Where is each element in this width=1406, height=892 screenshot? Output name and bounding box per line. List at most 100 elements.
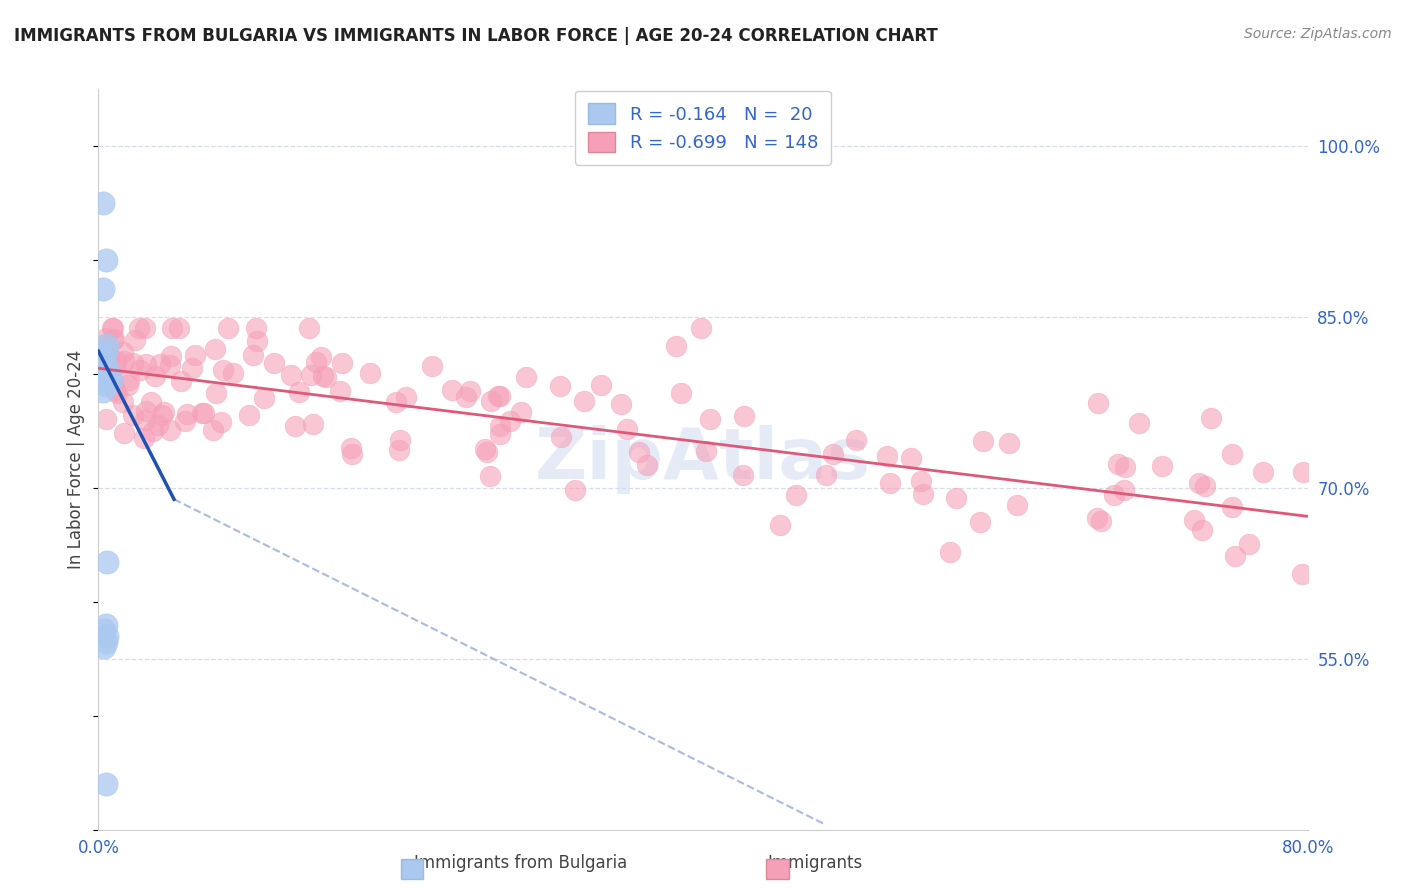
Point [509, 405, 531, 419]
Point [733, 409, 755, 423]
Point [1104, 488, 1126, 502]
Point [122, 356, 145, 370]
Point [100, 321, 122, 335]
Point [103, 332, 125, 346]
Point [301, 368, 323, 382]
Point [486, 389, 509, 403]
Point [1114, 459, 1136, 474]
Point [420, 359, 443, 374]
Point [134, 431, 156, 445]
Point [912, 487, 935, 501]
Point [1150, 458, 1173, 473]
Point [104, 359, 127, 374]
Point [91, 196, 114, 211]
Point [111, 395, 134, 409]
Point [101, 333, 124, 347]
Point [217, 321, 239, 335]
Point [574, 393, 596, 408]
Point [945, 491, 967, 505]
Point [388, 443, 411, 458]
Point [997, 436, 1019, 450]
Point [474, 442, 496, 456]
Point [101, 321, 124, 335]
Point [1194, 478, 1216, 492]
Point [280, 368, 302, 382]
Point [309, 350, 332, 364]
Point [174, 414, 197, 428]
Point [315, 370, 337, 384]
Point [384, 394, 406, 409]
Point [628, 445, 651, 459]
Point [1237, 537, 1260, 551]
Point [312, 369, 335, 384]
Point [1220, 447, 1243, 461]
Point [1128, 417, 1150, 431]
Point [212, 362, 235, 376]
Point [690, 321, 713, 335]
Point [124, 333, 146, 347]
Point [112, 354, 135, 368]
Point [665, 338, 688, 352]
Point [1292, 466, 1315, 480]
Point [1191, 523, 1213, 537]
Point [134, 357, 156, 371]
Point [202, 423, 225, 437]
Legend: R = -0.164   N =  20, R = -0.699   N = 148: R = -0.164 N = 20, R = -0.699 N = 148 [575, 91, 831, 165]
Point [128, 363, 150, 377]
Point [1005, 498, 1028, 512]
Point [263, 356, 285, 370]
Point [160, 349, 183, 363]
Point [148, 417, 170, 432]
Point [589, 378, 612, 392]
Point [93, 624, 115, 638]
Point [1223, 549, 1246, 563]
Point [1222, 500, 1244, 515]
Point [111, 345, 134, 359]
Point [91, 281, 114, 295]
Point [1201, 410, 1223, 425]
Point [879, 475, 901, 490]
Point [479, 394, 502, 409]
Point [96, 411, 118, 425]
Point [170, 374, 193, 388]
Point [222, 367, 245, 381]
Point [94, 354, 117, 368]
Point [191, 407, 214, 421]
Point [342, 447, 364, 461]
Point [93, 640, 115, 655]
Point [475, 445, 498, 459]
Point [245, 321, 267, 335]
Point [1085, 510, 1108, 524]
Point [117, 373, 139, 387]
Point [104, 384, 127, 398]
Point [143, 369, 166, 384]
Point [159, 358, 181, 372]
Point [94, 634, 117, 648]
Point [1188, 476, 1211, 491]
Point [610, 397, 633, 411]
Point [96, 338, 118, 352]
Point [499, 414, 522, 428]
Point [153, 405, 176, 419]
Point [159, 423, 181, 437]
Point [91, 338, 114, 352]
Point [305, 355, 328, 369]
Point [93, 373, 115, 387]
Point [96, 555, 118, 569]
Point [93, 350, 115, 364]
Point [489, 418, 512, 433]
Point [845, 433, 868, 447]
Point [458, 384, 481, 398]
Point [94, 330, 117, 344]
Point [515, 369, 537, 384]
Point [288, 384, 311, 399]
Point [160, 321, 183, 335]
Point [456, 390, 478, 404]
Point [253, 391, 276, 405]
Point [695, 444, 717, 458]
Point [100, 373, 122, 387]
Point [98, 367, 121, 381]
Text: Immigrants: Immigrants [768, 855, 863, 872]
Point [128, 321, 150, 335]
Point [1087, 396, 1109, 410]
